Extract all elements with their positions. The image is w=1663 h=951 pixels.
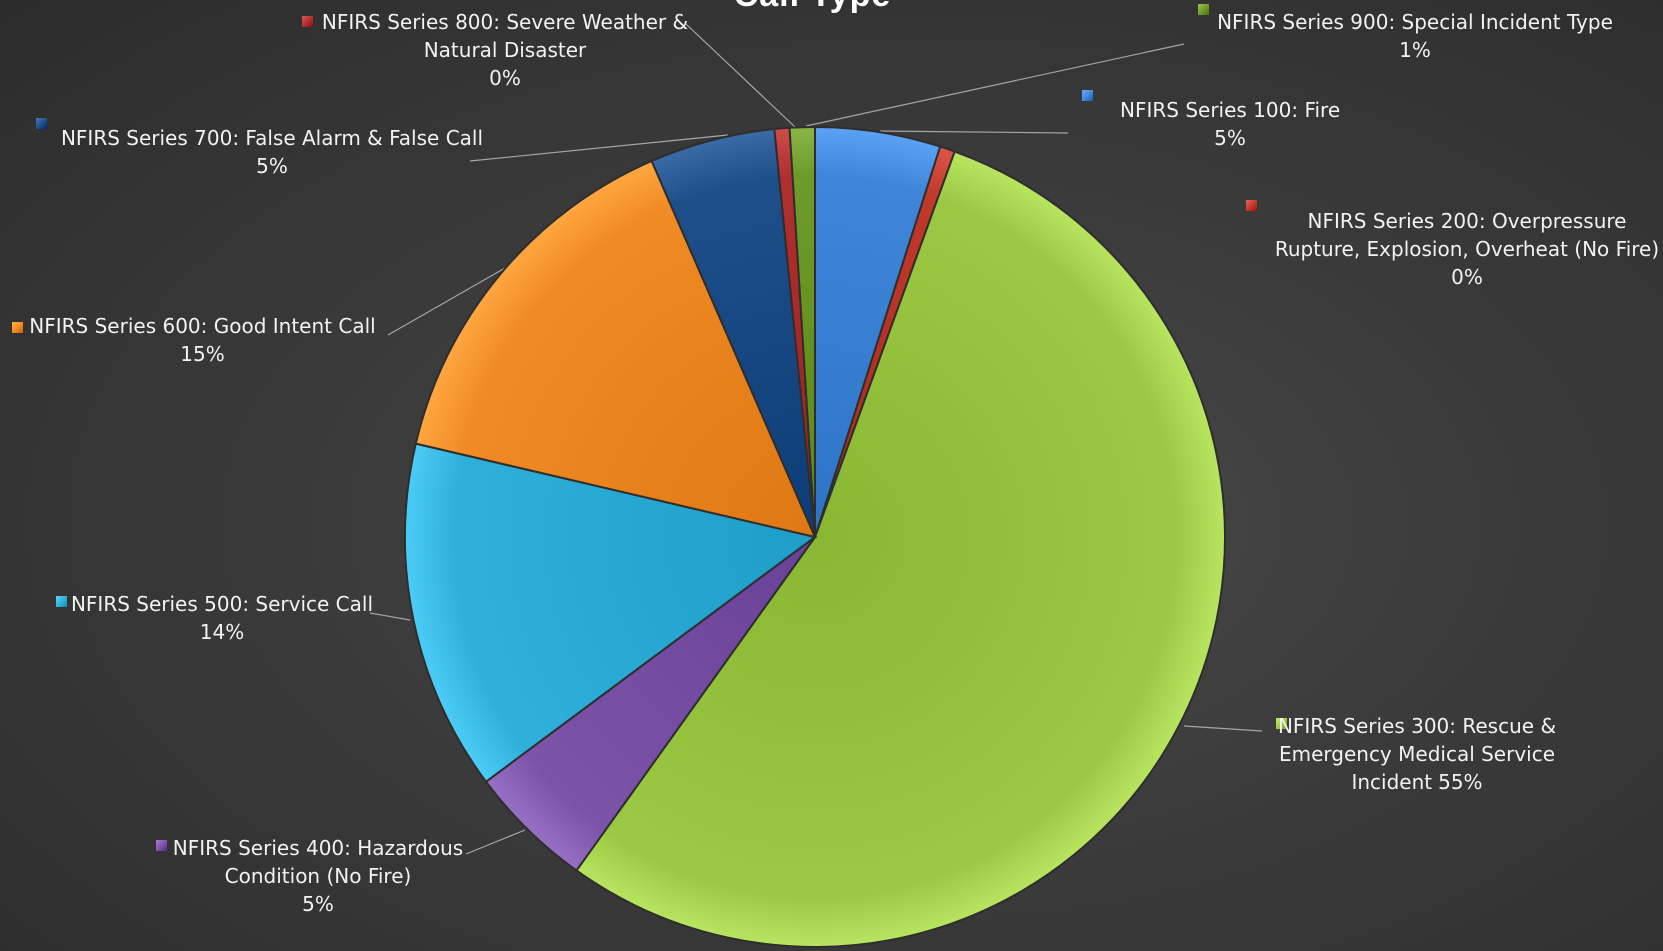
pie-slice-600 [414,159,817,539]
data-label-name: NFIRS Series 600: Good Intent Call [29,314,376,338]
data-label: NFIRS Series 400: Hazardous Condition (No… [168,834,468,918]
leader-line [465,829,526,855]
leader-line [369,612,411,621]
pie-slice-500 [404,442,818,784]
data-label-name: Incident 55% [1351,770,1483,794]
data-label-value: 0% [1451,265,1483,289]
legend-key-icon [1198,4,1209,15]
chart-title: Call Type [0,0,1625,15]
data-label: NFIRS Series 900: Special Incident Type 1… [1210,8,1620,64]
data-label-value: 1% [1399,38,1431,62]
legend-key-icon [1246,200,1257,211]
legend-key-icon [302,16,313,27]
data-label: NFIRS Series 200: Overpressure Rupture, E… [1272,207,1662,291]
data-label: NFIRS Series 800: Severe Weather & Natura… [310,8,700,92]
data-label-value: 5% [302,892,334,916]
data-label-name: Natural Disaster [423,38,587,62]
data-label: NFIRS Series 100: Fire 5% [1120,96,1340,152]
legend-key-icon [1082,90,1093,101]
data-label-value: 0% [489,66,521,90]
legend-key-icon [156,840,167,851]
data-label-value: 14% [199,620,245,644]
data-label: NFIRS Series 300: Rescue & Emergency Medi… [1272,712,1562,796]
data-label: NFIRS Series 700: False Alarm & False Ca… [42,124,502,180]
data-label-name: NFIRS Series 500: Service Call [70,592,374,616]
pie-slice-300 [575,150,1226,948]
data-label-name: Emergency Medical Service [1278,742,1556,766]
data-label-name: Rupture, Explosion, Overheat (No Fire) [1274,237,1660,261]
legend-key-icon [36,118,47,129]
data-label: NFIRS Series 600: Good Intent Call 15% [0,312,405,368]
legend-key-icon [12,322,23,333]
data-label-name: Condition (No Fire) [224,864,412,888]
pie-slice-900 [788,125,816,538]
leader-line [879,130,1069,134]
data-label-name: NFIRS Series 800: Severe Weather & [321,10,689,34]
data-label-name: NFIRS Series 400: Hazardous [172,836,464,860]
legend-key-icon [1276,718,1287,729]
data-label-value: 15% [180,342,225,366]
data-label-name: NFIRS Series 100: Fire [1120,98,1341,122]
leader-line [387,267,506,336]
data-label-value: 55% [1438,770,1483,794]
data-label-name: NFIRS Series 300: Rescue & [1277,714,1557,738]
legend-key-icon [56,596,67,607]
leader-line [685,23,796,128]
data-label-name: NFIRS Series 900: Special Incident Type [1217,10,1613,34]
data-label-name: NFIRS Series 700: False Alarm & False Ca… [60,126,484,150]
data-label-value: 5% [256,154,288,178]
data-label-value: 5% [1214,126,1246,150]
data-label: NFIRS Series 500: Service Call 14% [52,590,392,646]
leader-line [469,134,729,162]
leader-line [805,43,1185,127]
data-label-name: NFIRS Series 200: Overpressure [1307,209,1627,233]
leader-line [1183,725,1263,732]
